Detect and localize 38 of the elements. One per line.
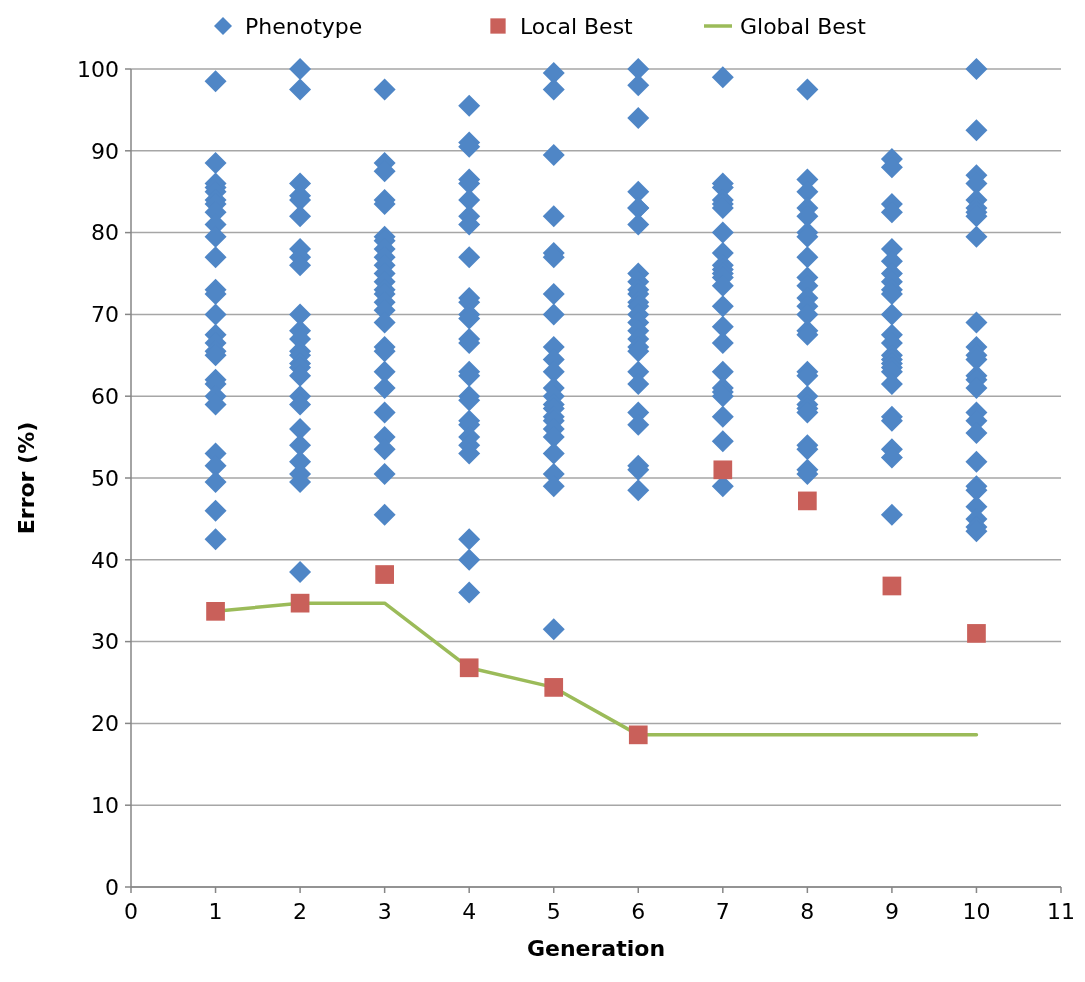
- y-axis-title: Error (%): [14, 421, 39, 535]
- point: [628, 725, 648, 745]
- x-tick-label: 1: [208, 899, 223, 924]
- y-tick-label: 40: [91, 547, 119, 573]
- legend-label: Global Best: [740, 13, 867, 39]
- point: [713, 460, 733, 480]
- x-tick-label: 4: [462, 899, 477, 924]
- x-tick-label: 5: [546, 899, 561, 924]
- y-tick-label: 30: [91, 629, 119, 655]
- y-tick-label: 10: [91, 792, 119, 818]
- y-tick-label: 70: [91, 302, 119, 328]
- point: [882, 576, 902, 596]
- y-tick-label: 0: [105, 874, 119, 900]
- x-tick-label: 10: [962, 899, 991, 924]
- x-tick-label: 2: [293, 899, 308, 924]
- point: [375, 565, 394, 584]
- point: [967, 624, 986, 643]
- x-tick-label: 7: [715, 899, 730, 924]
- x-tick-label: 6: [631, 899, 646, 924]
- x-axis-title: Generation: [526, 936, 666, 961]
- legend-label: Phenotype: [245, 13, 363, 39]
- y-tick-label: 20: [91, 711, 119, 737]
- x-tick-label: 0: [124, 899, 138, 924]
- x-tick-label: 11: [1047, 899, 1075, 924]
- point: [290, 593, 310, 613]
- y-tick-label: 90: [91, 138, 119, 164]
- point: [798, 491, 817, 511]
- point: [206, 601, 225, 621]
- x-tick-label: 8: [800, 899, 815, 924]
- y-tick-label: 80: [91, 220, 119, 246]
- point: [544, 678, 564, 697]
- x-tick-label: 9: [884, 899, 899, 924]
- point: [459, 658, 479, 678]
- y-tick-label: 50: [91, 465, 119, 491]
- legend-label: Local Best: [520, 13, 634, 39]
- y-tick-label: 100: [77, 56, 119, 82]
- y-tick-label: 60: [91, 383, 119, 409]
- x-tick-label: 3: [377, 899, 392, 924]
